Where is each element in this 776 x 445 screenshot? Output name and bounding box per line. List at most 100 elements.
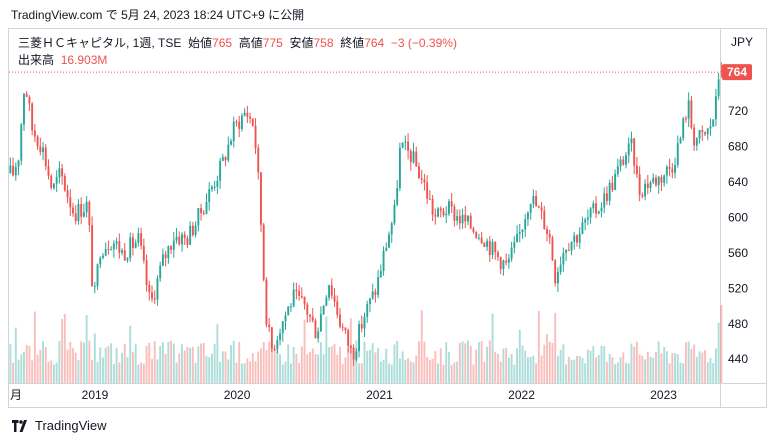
volume-bar <box>55 362 58 383</box>
volume-bar <box>475 349 478 383</box>
low-label: 安値 <box>289 36 314 50</box>
volume-bar <box>614 364 617 383</box>
candle-body <box>619 159 622 167</box>
candle-body <box>349 345 352 348</box>
candle-body <box>548 233 551 238</box>
volume-bar <box>529 356 532 383</box>
candle-body <box>586 217 589 220</box>
candle-body <box>344 327 347 331</box>
candle-body <box>281 321 284 334</box>
candle-body <box>148 284 151 293</box>
volume-bar <box>167 341 170 383</box>
volume-bar <box>576 355 578 383</box>
candle-body <box>570 241 573 251</box>
candle-body <box>608 182 611 201</box>
volume-bar <box>265 350 268 383</box>
volume-bar <box>385 348 388 383</box>
volume-bar <box>281 364 284 383</box>
candle-body <box>505 260 508 263</box>
candle-body <box>423 179 426 183</box>
volume-bar <box>319 342 322 383</box>
volume-bar <box>695 356 698 383</box>
candle-body <box>284 315 287 322</box>
volume-bar <box>676 354 679 383</box>
candle-body <box>627 143 630 156</box>
volume-bar <box>706 362 709 383</box>
volume-bar <box>655 352 657 383</box>
candle-body <box>159 265 162 279</box>
candle-body <box>270 327 273 349</box>
volume-bar <box>210 353 213 383</box>
volume-bar <box>690 348 693 383</box>
candle-body <box>210 186 213 190</box>
volume-bar <box>437 363 439 383</box>
candle-body <box>347 330 350 346</box>
symbol-title[interactable]: 三菱ＨＣキャピタル, 1週, TSE <box>18 36 182 50</box>
candle-body <box>682 118 685 139</box>
volume-bar <box>107 346 110 383</box>
volume-bar <box>453 362 456 383</box>
volume-bar <box>276 348 279 383</box>
volume-bar <box>488 340 491 383</box>
candle-body <box>14 166 17 176</box>
candle-body <box>379 270 382 278</box>
volume-bar <box>39 349 42 383</box>
candle-body <box>543 210 546 230</box>
candle-body <box>74 213 77 221</box>
y-tick-label: 600 <box>728 210 748 224</box>
x-tick-label: 2023 <box>650 388 677 402</box>
volume-bar <box>377 347 380 383</box>
candle-body <box>712 119 715 127</box>
last-price-label: 764 <box>727 65 747 79</box>
volume-bar <box>510 354 513 383</box>
candle-body <box>633 138 636 166</box>
candle-body <box>99 257 102 265</box>
volume-bar <box>434 351 437 383</box>
candle-body <box>131 237 134 248</box>
candle-body <box>306 304 309 315</box>
volume-bar <box>494 351 497 383</box>
volume-bar <box>679 362 682 383</box>
volume-bar <box>630 343 633 383</box>
volume-bar <box>183 350 186 383</box>
volume-bar <box>69 341 72 383</box>
volume-label: 出来高 <box>18 53 55 67</box>
volume-bar <box>292 347 295 383</box>
candle-body <box>186 238 189 245</box>
candle-body <box>240 115 243 130</box>
candle-body <box>279 333 281 340</box>
volume-bar <box>219 362 222 383</box>
candle-body <box>137 233 140 243</box>
candle-body <box>232 121 235 141</box>
candle-body <box>145 260 148 285</box>
volume-bar <box>153 341 156 383</box>
volume-bar <box>540 355 543 383</box>
volume-bar <box>9 344 12 383</box>
volume-bar <box>137 364 140 383</box>
candle-body <box>366 304 369 317</box>
volume-bar <box>467 340 469 383</box>
volume-bar <box>562 344 565 383</box>
candle-body <box>249 116 252 119</box>
volume-bar <box>208 357 211 383</box>
candle-body <box>221 157 224 161</box>
low-value: 758 <box>313 36 334 50</box>
footer-brand[interactable]: TradingView <box>12 418 107 433</box>
volume-bar <box>644 359 647 383</box>
volume-bar <box>714 348 717 383</box>
volume-bar <box>684 342 687 383</box>
volume-bar <box>445 342 448 383</box>
candle-body <box>684 118 687 120</box>
volume-bar <box>415 355 418 383</box>
volume-bar <box>657 341 660 383</box>
candle-body <box>660 176 663 183</box>
currency-label[interactable]: JPY <box>731 35 754 49</box>
volume-bar <box>254 361 257 383</box>
volume-bar <box>74 352 77 383</box>
candle-body <box>426 182 429 199</box>
volume-bar <box>565 364 568 383</box>
y-tick-label: 440 <box>728 352 748 366</box>
volume-bar <box>548 341 551 383</box>
volume-bar <box>23 351 25 383</box>
